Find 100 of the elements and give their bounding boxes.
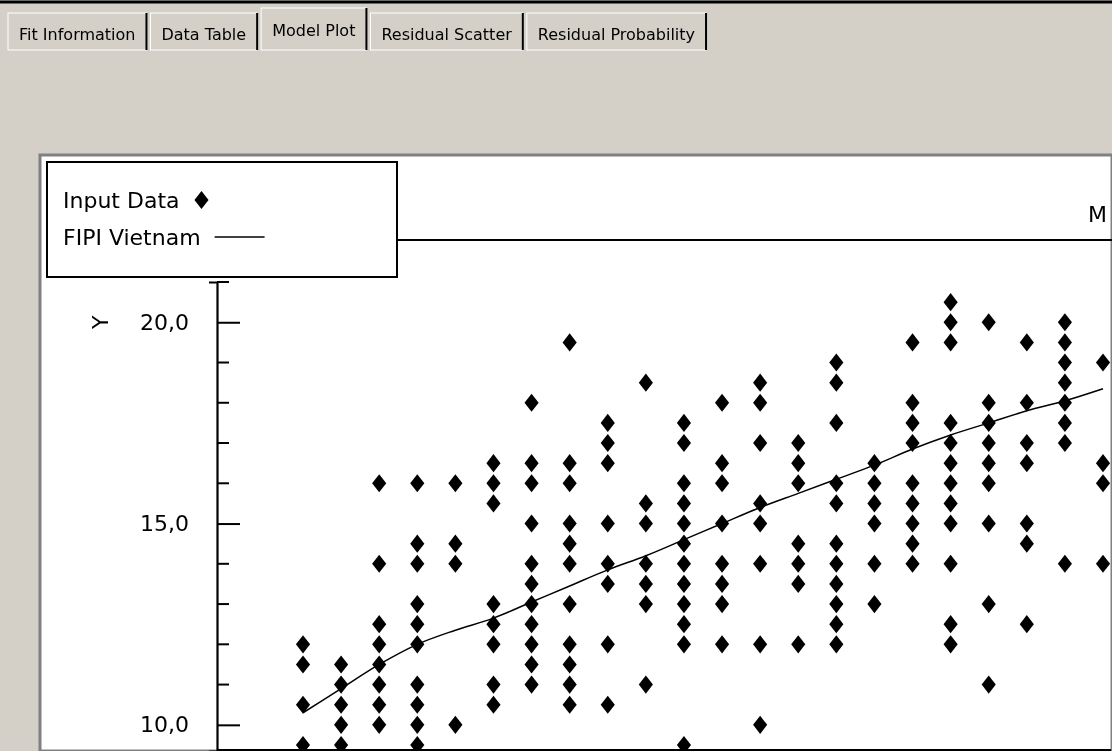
point: [638, 373, 653, 392]
point: [448, 715, 463, 734]
point: [410, 675, 425, 694]
point: [562, 635, 577, 654]
point: [753, 393, 768, 412]
chart-title: M: [1088, 202, 1107, 227]
point: [1057, 333, 1072, 352]
point: [295, 635, 311, 654]
point: [410, 594, 425, 614]
point: [714, 474, 730, 493]
point: [943, 413, 958, 432]
point: [943, 333, 958, 352]
point: [676, 554, 692, 573]
point: [943, 433, 958, 453]
point: [600, 413, 615, 432]
point: [905, 393, 920, 412]
point: [372, 474, 387, 493]
point: [829, 574, 844, 593]
point: [372, 615, 387, 634]
point: [981, 514, 996, 533]
point: [676, 635, 692, 654]
tab: Residual Probability: [526, 12, 708, 51]
point: [829, 554, 844, 573]
point: [867, 554, 882, 573]
point: [600, 695, 615, 714]
point: [867, 594, 882, 614]
point: [562, 655, 577, 674]
point: [486, 594, 501, 614]
point: [676, 474, 692, 493]
point: [1095, 474, 1111, 493]
point: [562, 454, 577, 473]
y-tick-label: 15,0: [140, 511, 189, 537]
point: [676, 433, 692, 453]
point: [714, 635, 730, 654]
point: [905, 534, 920, 553]
point: [1095, 554, 1111, 573]
point: [905, 433, 920, 453]
point: [295, 655, 311, 674]
point: [714, 393, 730, 412]
point: [791, 474, 806, 493]
point: [791, 534, 806, 553]
point: [791, 433, 806, 453]
point: [791, 574, 806, 593]
point: [676, 534, 692, 553]
point: [791, 635, 806, 654]
point: [676, 494, 692, 513]
point: [676, 574, 692, 593]
point: [524, 574, 539, 593]
point: [714, 574, 730, 593]
point: [1019, 333, 1034, 352]
point: [981, 393, 996, 412]
point: [753, 635, 768, 654]
point: [486, 454, 501, 473]
point: [943, 494, 958, 513]
point: [753, 514, 768, 533]
point: [448, 474, 463, 493]
point: [410, 715, 425, 734]
point: [1095, 353, 1111, 372]
point: [524, 554, 539, 573]
point: [1019, 454, 1034, 473]
point: [753, 554, 768, 573]
point: [714, 594, 730, 614]
point: [1019, 433, 1034, 453]
point: [562, 695, 577, 714]
point: [753, 433, 768, 453]
point: [600, 554, 615, 573]
point: [486, 615, 501, 634]
point: [867, 494, 882, 513]
point: [524, 675, 539, 694]
point: [829, 413, 844, 432]
point: [372, 715, 387, 734]
point: [448, 534, 463, 553]
point: [676, 413, 692, 432]
point: [524, 393, 539, 412]
point: [943, 474, 958, 493]
point: [905, 474, 920, 493]
point: [1057, 373, 1072, 392]
point: [1019, 615, 1034, 634]
point: [486, 474, 501, 493]
point: [981, 474, 996, 493]
point: [562, 554, 577, 573]
point: [600, 454, 615, 473]
y-axis-title: Y: [87, 314, 113, 330]
point: [829, 494, 844, 513]
point: [638, 594, 653, 614]
point: [638, 554, 653, 573]
point: [676, 615, 692, 634]
point: [562, 514, 577, 533]
point: [524, 635, 539, 654]
point: [981, 675, 996, 694]
point: [334, 715, 349, 734]
point: [905, 494, 920, 513]
point: [1095, 454, 1111, 473]
point: [867, 474, 882, 493]
point: [714, 554, 730, 573]
point: [676, 514, 692, 533]
point: [829, 594, 844, 614]
point: [410, 474, 425, 493]
point: [562, 534, 577, 553]
point: [1057, 433, 1072, 453]
